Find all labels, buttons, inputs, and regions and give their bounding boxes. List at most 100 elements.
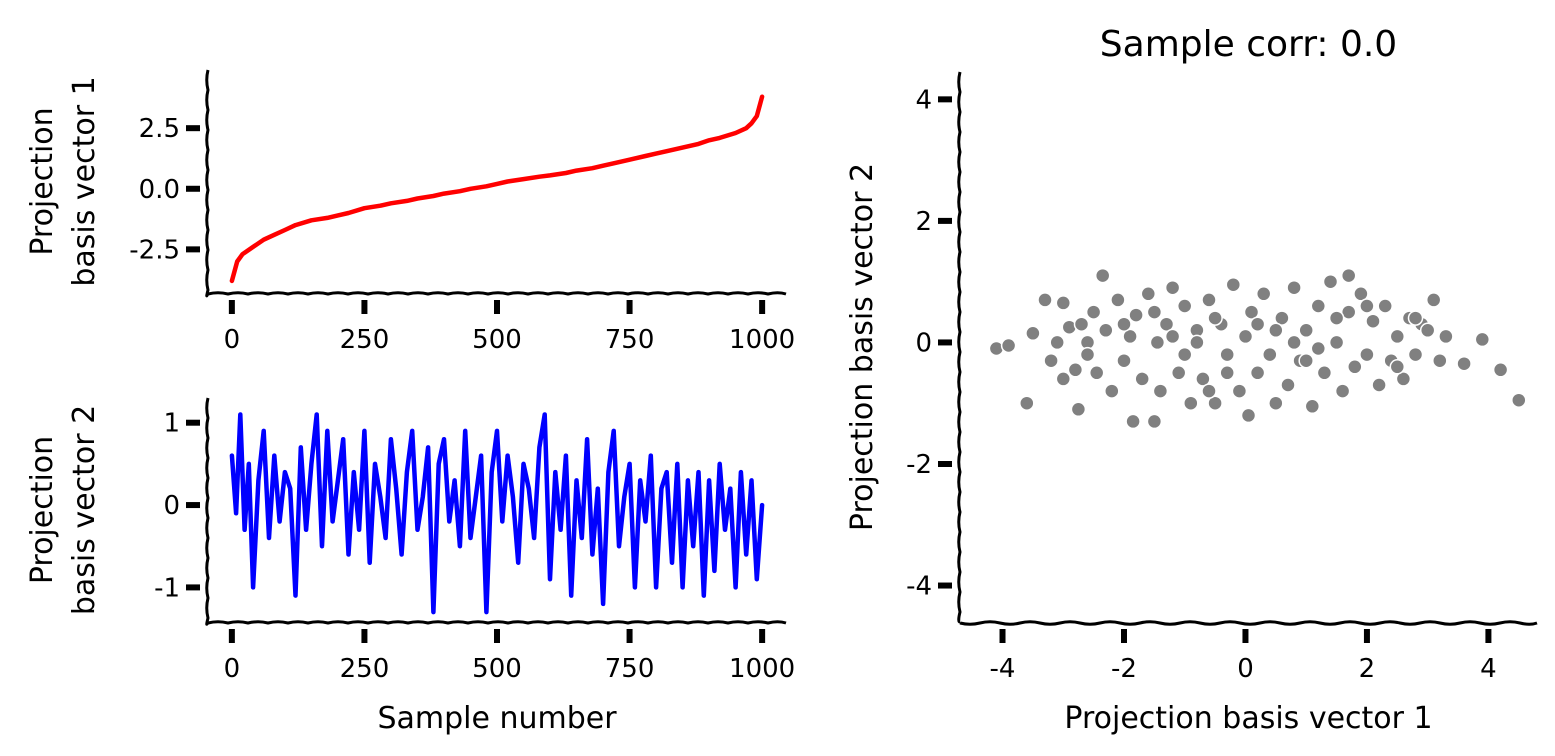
scatter-point [1152,383,1169,399]
chart-title: Sample corr: 0.0 [1100,24,1397,65]
scatter-chart: Sample corr: 0.0 -4 -2 0 2 4 4 2 0 -2 -4 Projecti… [845,24,1538,736]
scatter-point [1149,334,1166,351]
scatter-point [1189,334,1205,351]
scatter-point [1353,286,1369,302]
x-axis-line [959,620,1538,626]
x-tick-label: 250 [340,325,390,355]
scatter-point [1049,334,1065,351]
x-tick-label: 2 [1359,654,1376,684]
scatter-point [1407,346,1424,363]
scatter-point [1371,377,1387,393]
y-axis-line [205,69,210,298]
scatter-point [1340,304,1357,320]
scatter-point [1134,371,1150,387]
scatter-point [1231,383,1248,399]
y-axis-line [957,71,962,624]
y-tick-label: -1 [154,573,180,603]
scatter-point [1116,316,1132,332]
y-tick-label: -4 [906,572,932,602]
scatter-point [1122,328,1138,345]
scatter-point [1158,316,1175,332]
scatter-point [1304,398,1321,415]
scatter-point [1347,359,1363,375]
scatter-point [1201,292,1217,308]
x-tick-label: -2 [1111,654,1137,684]
x-axis-line [207,291,787,296]
scatter-point [1055,371,1072,387]
scatter-point [1207,310,1223,326]
y-axis-label-line-2: basis vector 1 [67,76,102,286]
scatter-point [1037,292,1053,308]
scatter-point [1492,362,1509,378]
scatter-point [1328,334,1345,351]
scatter-point [1019,395,1035,411]
scatter-point [1255,286,1272,302]
scatter-point [1104,383,1120,399]
y-tick-label: -2 [906,450,932,480]
scatter-point [1098,322,1114,339]
scatter-point [1262,346,1278,363]
scatter-point [1310,298,1327,314]
scatter-point [1170,365,1187,381]
axes: 0 250 500 750 1000 1 0 -1 [154,397,795,684]
scatter-point [1328,310,1345,326]
scatter-point [1125,413,1141,430]
y-tick-label: 2.5 [139,114,180,144]
scatter-point [1237,328,1254,345]
scatter-point [1407,310,1424,326]
scatter-point [1073,316,1090,332]
scatter-point [1389,328,1406,345]
scatter-point [1140,286,1157,302]
scatter-point [1395,371,1412,387]
plot-area [229,94,765,284]
scatter-point [1249,316,1266,332]
x-tick-label: 750 [605,325,655,355]
scatter-point [1268,322,1284,339]
scatter-point [1219,365,1235,381]
scatter-point [1456,355,1472,372]
scatter-point [1000,337,1017,354]
scatter-point [1438,328,1454,345]
y-tick-label: -2.5 [129,235,180,265]
scatter-point [1280,377,1296,393]
scatter-point [1219,346,1235,363]
scatter-point [1146,413,1163,430]
series-line [229,412,765,615]
scatter-point [1249,365,1266,381]
scatter-point [1286,279,1302,296]
scatter-point [1286,334,1302,351]
scatter-point [1070,401,1087,418]
series-line [229,94,765,284]
scatter-point [1085,304,1102,320]
scatter-point [1201,383,1217,399]
x-tick-label: 500 [472,325,522,355]
scatter-point [1359,298,1375,314]
y-axis-label-line-1: Projection [25,436,60,584]
scatter-point [1377,298,1393,314]
x-tick-label: -4 [990,654,1016,684]
x-axis-label: Sample number [377,701,617,736]
scatter-point [1088,365,1105,381]
scatter-point [1240,407,1257,424]
scatter-point [1316,365,1333,381]
scatter-point [1425,292,1442,308]
axes: 0 250 500 750 1000 2.5 0.0 -2.5 [129,69,795,355]
y-tick-label: 2 [915,207,932,237]
y-axis-label-line-1: Projection [25,107,60,255]
scatter-point [1225,276,1242,293]
x-tick-label: 1000 [729,325,795,355]
scatter-point [1025,325,1041,342]
scatter-point [1128,307,1144,323]
scatter-point [1310,340,1327,357]
plot-area [229,412,765,615]
scatter-point [1359,346,1375,363]
y-tick-label: 0 [915,328,932,358]
x-tick-label: 750 [605,654,655,684]
scatter-point [1322,273,1339,290]
y-tick-label: 1 [163,409,180,439]
scatter-point [1389,359,1406,375]
y-axis-line [205,397,210,626]
scatter-point [1110,292,1126,308]
scatter-point [1176,346,1193,363]
